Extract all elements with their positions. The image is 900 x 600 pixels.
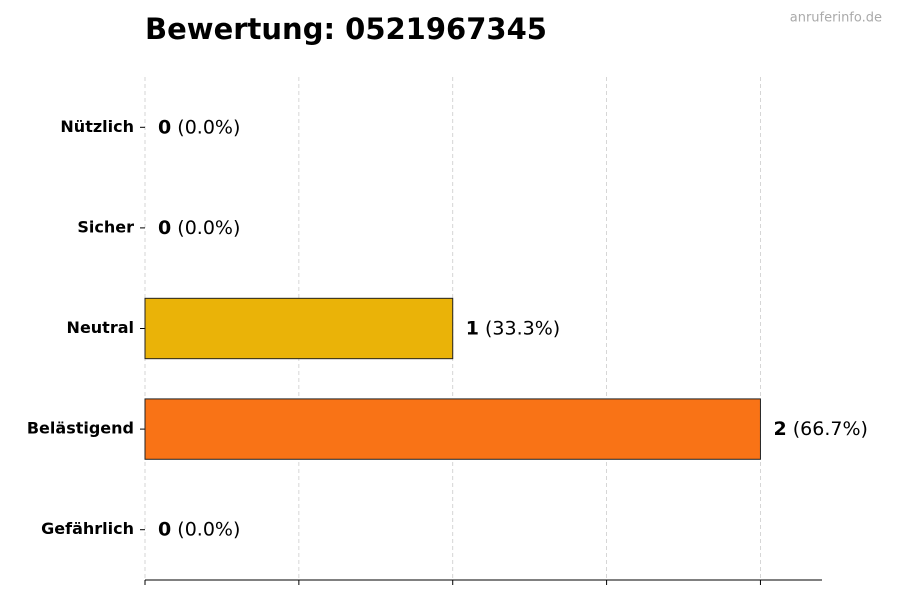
value-label: 0 (0.0%) — [158, 518, 240, 540]
value-percent: (33.3%) — [485, 317, 560, 339]
value-count: 0 — [158, 116, 171, 138]
chart-title: Bewertung: 0521967345 — [145, 12, 547, 46]
value-percent: (0.0%) — [177, 518, 240, 540]
y-tick-label: Nützlich — [60, 117, 134, 136]
value-percent: (66.7%) — [793, 418, 868, 440]
value-count: 2 — [773, 418, 786, 440]
value-count: 0 — [158, 216, 171, 238]
y-tick-label: Gefährlich — [41, 519, 134, 538]
value-percent: (0.0%) — [177, 116, 240, 138]
value-label: 0 (0.0%) — [158, 216, 240, 238]
y-tick-label: Belästigend — [27, 419, 134, 438]
watermark: anruferinfo.de — [790, 11, 882, 26]
value-percent: (0.0%) — [177, 216, 240, 238]
bar — [144, 398, 761, 460]
value-count: 1 — [466, 317, 479, 339]
bar — [144, 297, 454, 360]
y-tick-label: Sicher — [77, 217, 134, 236]
value-label: 0 (0.0%) — [158, 116, 240, 138]
value-label: 1 (33.3%) — [466, 317, 560, 339]
value-count: 0 — [158, 518, 171, 540]
y-tick-label: Neutral — [67, 318, 134, 337]
value-label: 2 (66.7%) — [773, 418, 867, 440]
